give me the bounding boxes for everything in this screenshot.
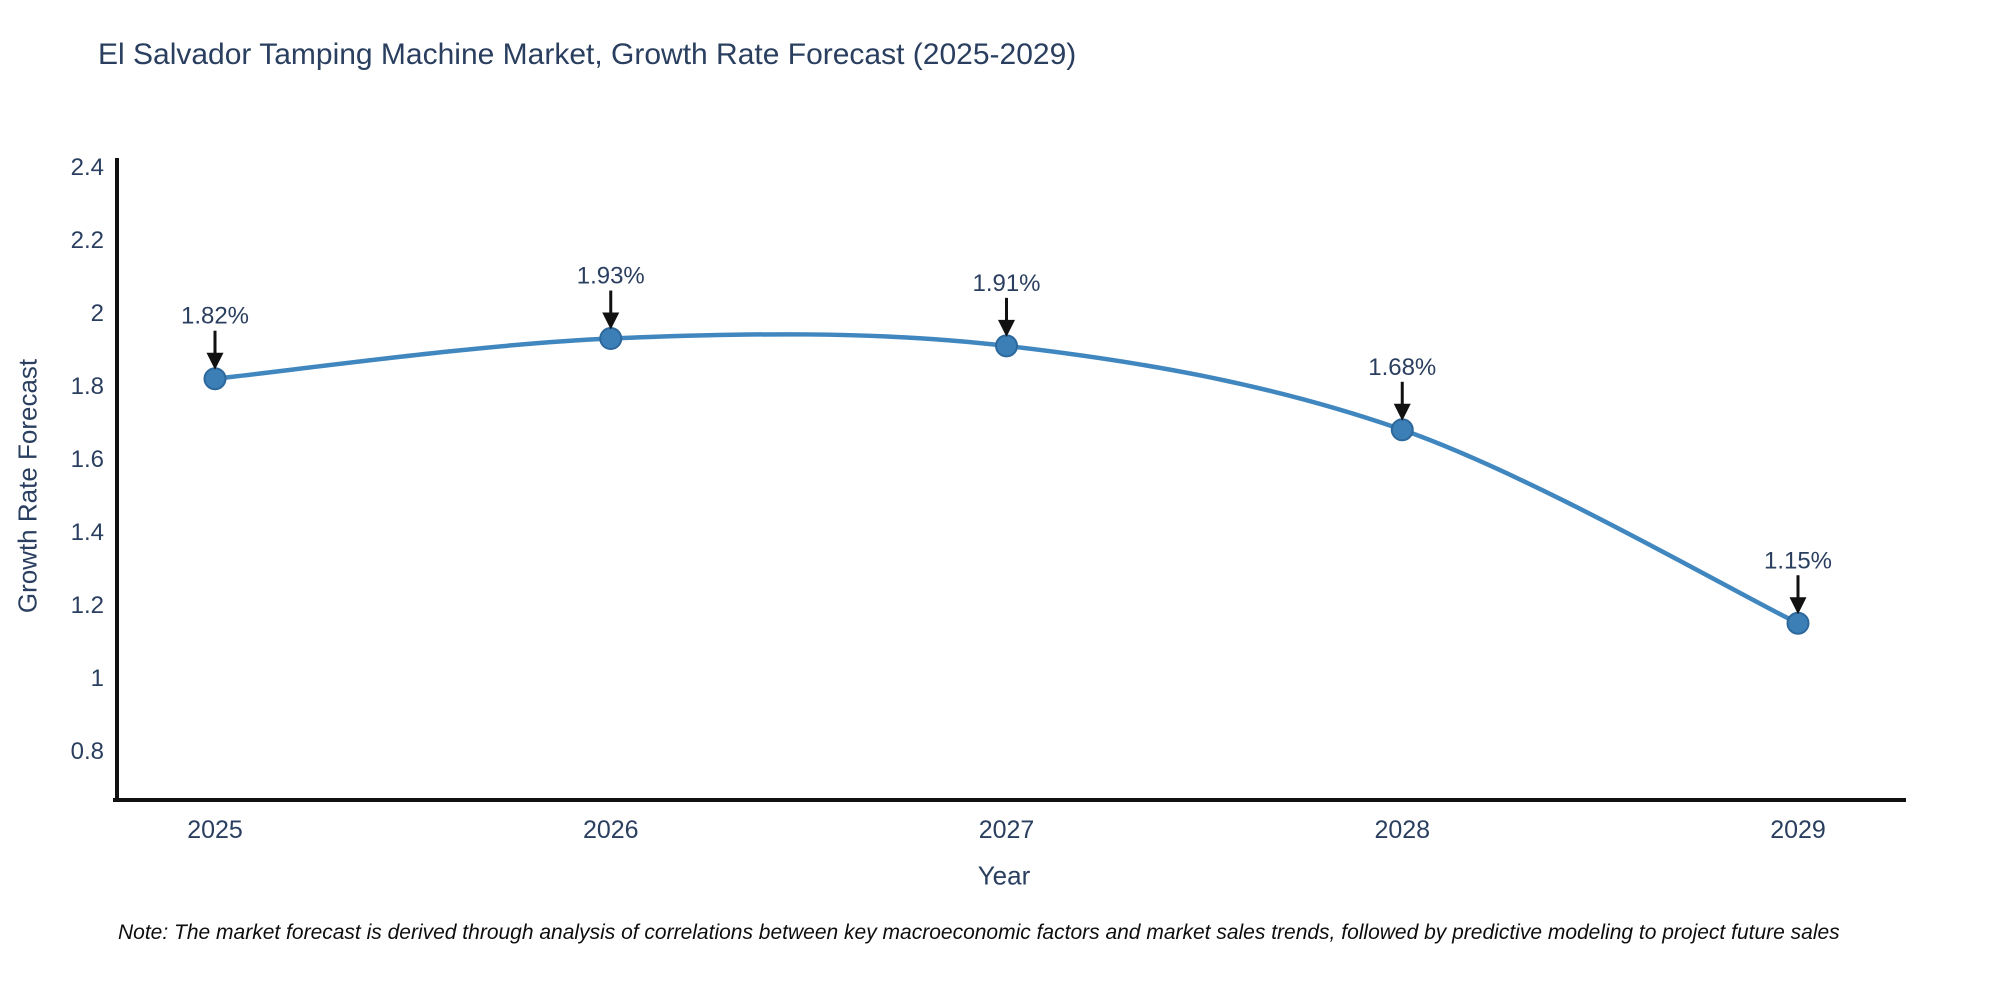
data-point-marker (203, 367, 227, 391)
data-point-label: 1.15% (1764, 547, 1832, 574)
x-tick-label: 2027 (979, 816, 1035, 844)
x-tick-label: 2025 (187, 816, 243, 844)
y-tick-label: 2.2 (71, 227, 104, 254)
x-tick-label: 2029 (1770, 816, 1826, 844)
y-tick-label: 1 (91, 665, 104, 692)
data-point-label: 1.91% (972, 270, 1040, 297)
annotation-arrow-head (602, 312, 620, 330)
y-tick-label: 2.4 (71, 154, 104, 181)
chart-title: El Salvador Tamping Machine Market, Grow… (98, 38, 1077, 71)
annotation-arrow-head (998, 319, 1015, 337)
annotation-arrow-head (206, 352, 224, 370)
x-axis-title: Year (977, 860, 1031, 891)
y-tick-label: 1.2 (71, 592, 104, 619)
data-point-marker (1390, 418, 1414, 442)
footnote: Note: The market forecast is derived thr… (118, 921, 1840, 944)
y-tick-label: 2 (91, 300, 104, 327)
annotation-arrow-head (1393, 403, 1411, 421)
x-tick-label: 2026 (583, 816, 639, 844)
y-tick-label: 0.8 (71, 738, 104, 765)
y-tick-label: 1.6 (71, 446, 104, 473)
annotation-arrow-head (1789, 597, 1807, 615)
y-tick-label: 1.8 (71, 373, 104, 400)
data-point-label: 1.93% (577, 263, 645, 290)
forecast-spline-line (212, 332, 1801, 626)
data-point-marker (1786, 611, 1810, 635)
data-point-marker (995, 334, 1018, 358)
data-point-label: 1.68% (1368, 354, 1436, 381)
data-point-label: 1.82% (181, 303, 249, 330)
data-point-marker (599, 327, 623, 351)
x-tick-label: 2028 (1374, 816, 1430, 844)
y-tick-label: 1.4 (71, 519, 104, 546)
